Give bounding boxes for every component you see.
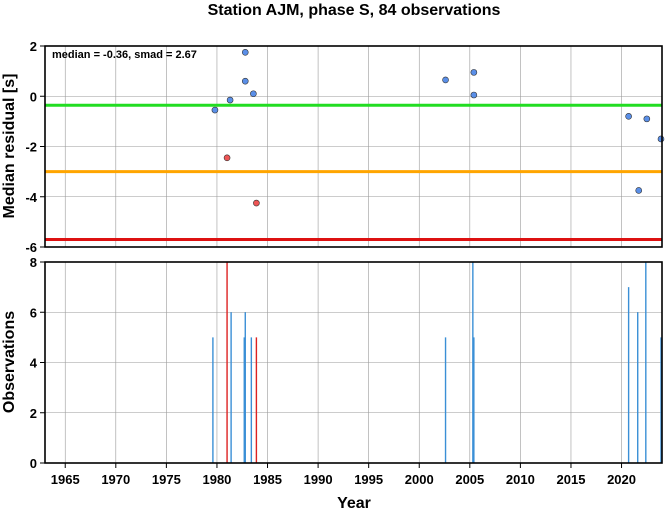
observations-panel: 8 6 4 2 0 1965 1970 1975 1980 1985 1990 1995 2000 20… — [1, 255, 663, 511]
residual-panel: 2 0 -2 -4 -6 median = -0.36, smad = 2.67 Med… — [1, 39, 665, 255]
observations-y-tick-label: 8 — [30, 255, 37, 270]
residual-y-tick-label: 0 — [30, 89, 37, 104]
year-x-ticks: 1965 1970 1975 1980 1985 1990 1995 2000 2005 2010… — [51, 463, 636, 487]
year-x-tick-label: 1980 — [202, 472, 231, 487]
residual-point — [250, 90, 257, 98]
residual-y-tick-label: -4 — [25, 190, 37, 205]
residual-y-ticks: 2 0 -2 -4 -6 — [25, 39, 45, 255]
stats-annotation: median = -0.36, smad = 2.67 — [52, 49, 197, 61]
residual-threshold-lines — [45, 103, 662, 241]
residual-point — [470, 69, 478, 76]
residual-grid — [45, 46, 662, 247]
year-x-tick-label: 1975 — [152, 472, 181, 487]
residual-point — [211, 106, 219, 114]
residual-point — [253, 199, 260, 207]
year-x-tick-label: 1970 — [101, 472, 130, 487]
year-x-tick-label: 2015 — [557, 472, 586, 487]
residual-point — [241, 48, 249, 56]
residual-point — [635, 187, 643, 194]
year-x-tick-label: 1965 — [51, 472, 80, 487]
observations-y-tick-label: 4 — [30, 356, 38, 371]
observations-y-tick-label: 6 — [30, 305, 37, 320]
observations-y-tick-label: 2 — [30, 406, 37, 421]
residual-y-axis-label: Median residual [s] — [1, 74, 18, 219]
year-x-tick-label: 2020 — [607, 472, 636, 487]
residual-point — [470, 91, 478, 99]
year-x-tick-label: 1995 — [354, 472, 383, 487]
observations-y-ticks: 8 6 4 2 0 — [30, 255, 45, 471]
year-x-tick-label: 1985 — [253, 472, 282, 487]
residual-point — [223, 154, 231, 162]
residual-point — [241, 77, 249, 85]
observations-y-axis-label: Observations — [1, 311, 18, 413]
residual-y-tick-label: -2 — [25, 140, 37, 155]
residual-point — [226, 96, 234, 104]
year-x-tick-label: 2000 — [405, 472, 434, 487]
observations-bars — [212, 262, 662, 463]
residual-point — [442, 76, 449, 84]
year-x-tick-label: 1990 — [304, 472, 333, 487]
observations-grid — [45, 262, 662, 463]
residual-point — [643, 115, 651, 123]
year-x-tick-label: 2005 — [455, 472, 484, 487]
residual-points — [211, 48, 665, 207]
residual-point — [625, 113, 632, 120]
residual-y-tick-label: -6 — [25, 240, 37, 255]
observations-y-tick-label: 0 — [30, 456, 37, 471]
year-x-axis-label: Year — [337, 495, 371, 511]
residual-point — [657, 135, 665, 143]
chart-title: Station AJM, phase S, 84 observations — [208, 2, 501, 19]
residual-y-tick-label: 2 — [30, 39, 37, 54]
year-x-tick-label: 2010 — [506, 472, 535, 487]
